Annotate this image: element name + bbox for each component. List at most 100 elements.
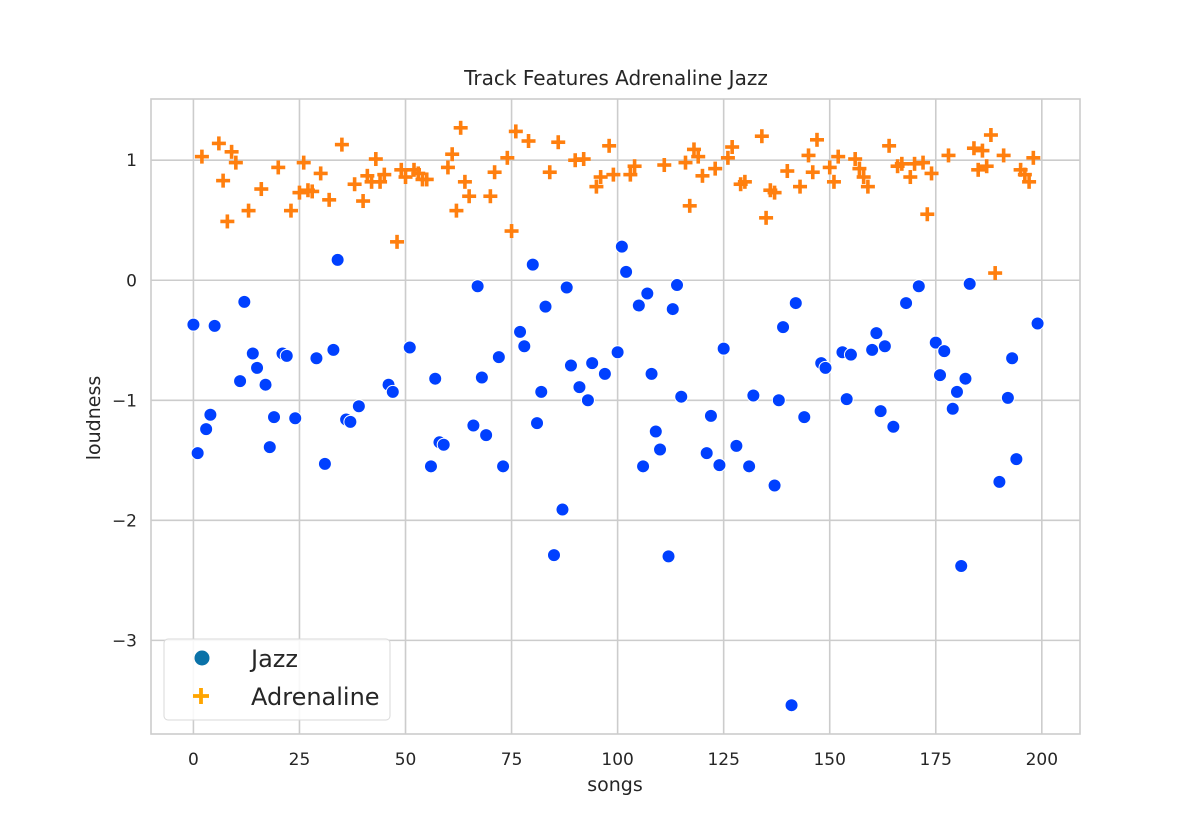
data-point-adrenaline bbox=[737, 174, 752, 189]
plus-bar-vertical bbox=[836, 149, 841, 164]
data-point-jazz bbox=[233, 374, 248, 389]
x-tick-label: 0 bbox=[188, 750, 199, 770]
plus-bar-vertical bbox=[276, 160, 281, 175]
data-point-adrenaline bbox=[809, 132, 824, 147]
data-point-jazz bbox=[534, 384, 549, 399]
legend-box bbox=[163, 638, 391, 721]
plus-bar-vertical bbox=[1001, 148, 1006, 163]
plus-bar-vertical bbox=[594, 179, 599, 194]
data-point-adrenaline bbox=[440, 160, 455, 175]
data-point-adrenaline bbox=[360, 168, 375, 183]
plus-bar-vertical bbox=[221, 173, 225, 188]
data-point-adrenaline bbox=[725, 140, 740, 155]
plus-bar-vertical bbox=[361, 194, 365, 209]
plus-bar-vertical bbox=[454, 203, 459, 218]
plus-bar-vertical bbox=[908, 170, 913, 185]
data-point-jazz bbox=[797, 410, 812, 425]
data-point-jazz bbox=[631, 298, 646, 313]
data-point-jazz bbox=[351, 399, 366, 414]
plus-bar-vertical bbox=[369, 174, 374, 189]
plus-bar-vertical bbox=[726, 150, 730, 165]
plus-bar-vertical bbox=[200, 149, 204, 164]
data-point-jazz bbox=[937, 344, 952, 359]
legend-circle-icon bbox=[194, 650, 210, 666]
x-tick-label: 75 bbox=[501, 750, 523, 770]
data-point-adrenaline bbox=[627, 159, 642, 174]
data-point-jazz bbox=[580, 393, 595, 408]
data-point-adrenaline bbox=[733, 177, 748, 192]
data-point-jazz bbox=[199, 422, 214, 437]
data-point-adrenaline bbox=[793, 179, 808, 194]
x-tick-label: 50 bbox=[395, 750, 417, 770]
data-point-jazz bbox=[555, 502, 570, 517]
data-point-adrenaline bbox=[759, 210, 774, 225]
x-tick-label: 100 bbox=[601, 750, 633, 770]
plus-bar-vertical bbox=[810, 165, 815, 180]
data-point-adrenaline bbox=[975, 143, 990, 158]
plus-bar-vertical bbox=[399, 162, 404, 177]
data-point-jazz bbox=[385, 384, 400, 399]
data-point-adrenaline bbox=[767, 185, 782, 200]
data-point-adrenaline bbox=[691, 149, 706, 164]
data-point-jazz bbox=[563, 358, 578, 373]
data-point-jazz bbox=[330, 252, 345, 267]
plus-bar-vertical bbox=[632, 159, 637, 174]
data-point-adrenaline bbox=[916, 155, 931, 170]
y-tick-label: −2 bbox=[112, 511, 137, 531]
data-point-jazz bbox=[716, 341, 731, 356]
data-point-jazz bbox=[742, 459, 757, 474]
plus-bar-vertical bbox=[365, 168, 370, 183]
data-point-jazz bbox=[317, 456, 332, 471]
plus-bar-vertical bbox=[598, 170, 603, 185]
data-point-adrenaline bbox=[708, 161, 723, 176]
plus-bar-vertical bbox=[806, 148, 811, 163]
data-point-adrenaline bbox=[979, 159, 994, 174]
data-point-jazz bbox=[610, 345, 625, 360]
data-point-adrenaline bbox=[686, 142, 701, 157]
data-point-adrenaline bbox=[373, 174, 388, 189]
plus-bar-vertical bbox=[1031, 150, 1036, 165]
data-point-jazz bbox=[674, 389, 689, 404]
data-point-adrenaline bbox=[542, 165, 557, 180]
data-point-adrenaline bbox=[394, 162, 409, 177]
plus-bar-vertical bbox=[764, 210, 768, 225]
plus-bar-vertical bbox=[925, 207, 930, 222]
data-point-jazz bbox=[326, 342, 341, 357]
plus-bar-vertical bbox=[895, 159, 900, 174]
y-tick-label: −3 bbox=[112, 631, 137, 651]
data-point-adrenaline bbox=[241, 203, 256, 218]
data-point-jazz bbox=[928, 335, 943, 350]
data-point-jazz bbox=[186, 317, 201, 332]
data-point-adrenaline bbox=[504, 224, 519, 239]
data-point-jazz bbox=[776, 320, 791, 335]
data-point-adrenaline bbox=[831, 149, 846, 164]
data-point-adrenaline bbox=[763, 183, 778, 198]
plus-bar-vertical bbox=[450, 147, 454, 162]
data-point-jazz bbox=[423, 459, 438, 474]
plus-bar-vertical bbox=[760, 129, 764, 144]
data-point-jazz bbox=[653, 442, 668, 457]
data-point-jazz bbox=[619, 264, 634, 279]
data-point-jazz bbox=[474, 370, 489, 385]
data-point-jazz bbox=[636, 459, 651, 474]
data-point-adrenaline bbox=[453, 120, 468, 135]
data-point-jazz bbox=[513, 324, 528, 339]
plus-bar-vertical bbox=[514, 124, 518, 139]
data-point-jazz bbox=[877, 339, 892, 354]
series-jazz bbox=[186, 239, 1045, 713]
data-point-adrenaline bbox=[500, 150, 515, 165]
data-point-jazz bbox=[207, 318, 222, 333]
data-point-adrenaline bbox=[568, 153, 583, 168]
data-point-adrenaline bbox=[347, 177, 362, 192]
data-point-jazz bbox=[517, 339, 532, 354]
data-point-jazz bbox=[665, 302, 680, 317]
plus-bar-vertical bbox=[327, 192, 331, 207]
data-point-jazz bbox=[546, 548, 561, 563]
data-point-adrenaline bbox=[390, 234, 405, 249]
data-point-adrenaline bbox=[682, 198, 697, 213]
data-point-adrenaline bbox=[576, 152, 591, 167]
data-point-jazz bbox=[279, 348, 294, 363]
plus-bar-vertical bbox=[246, 203, 251, 218]
legend-marker-jazz bbox=[194, 650, 210, 666]
data-point-jazz bbox=[886, 419, 901, 434]
